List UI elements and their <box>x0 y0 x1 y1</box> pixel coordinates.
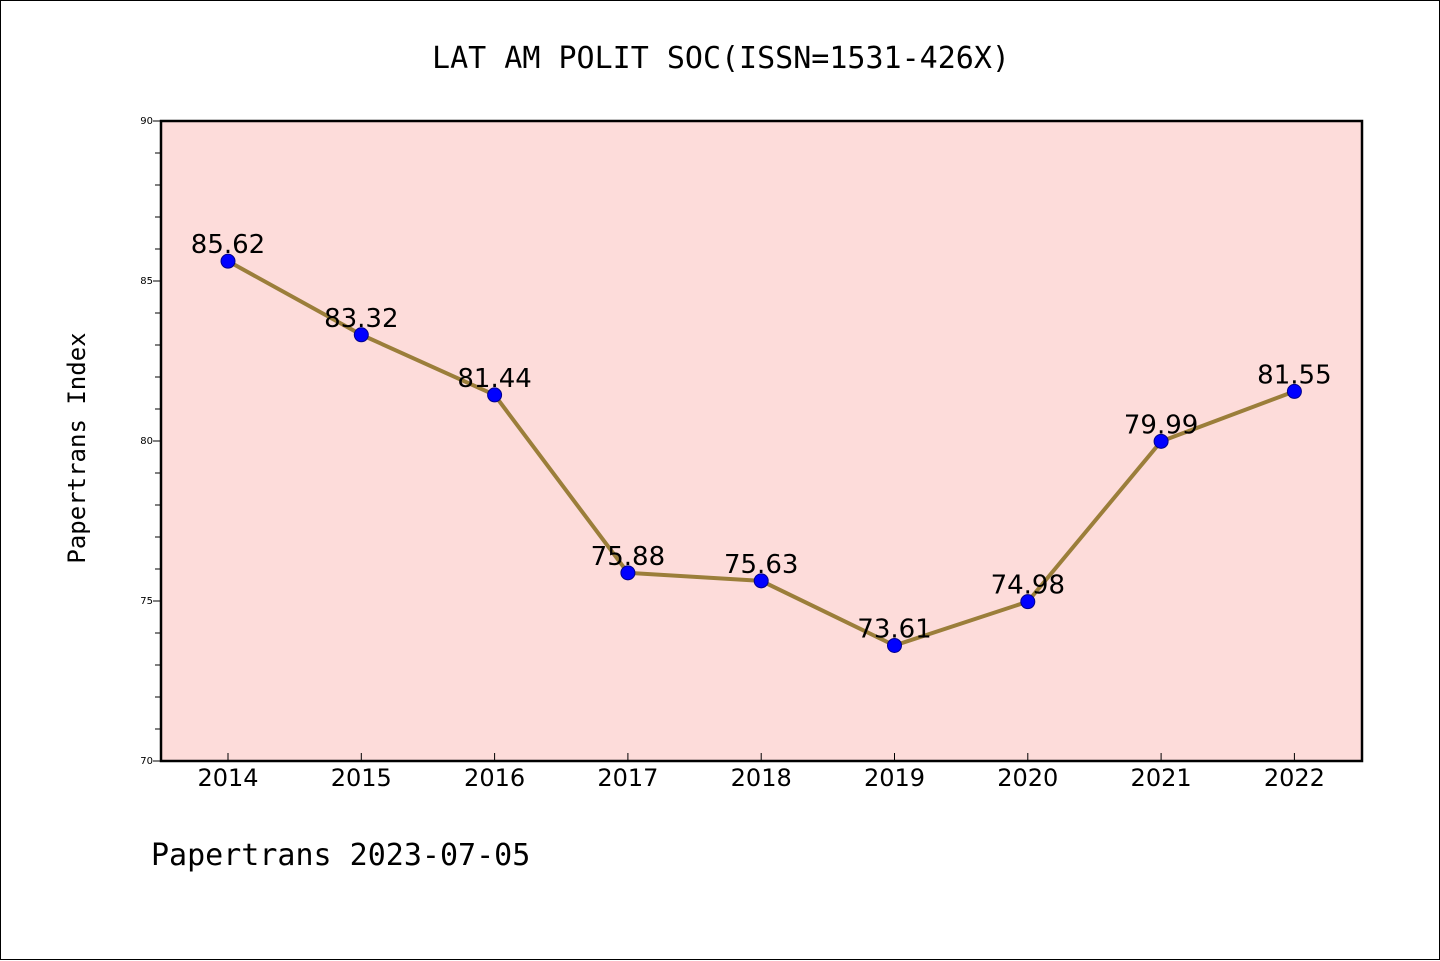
x-tick-label: 2015 <box>331 764 392 792</box>
footer-text: Papertrans 2023-07-05 <box>151 838 530 873</box>
x-tick-label: 2019 <box>864 764 925 792</box>
data-label: 81.55 <box>1257 360 1331 390</box>
data-point <box>353 327 369 343</box>
x-tick-label: 2016 <box>464 764 525 792</box>
data-label: 83.32 <box>324 304 398 334</box>
data-label: 81.44 <box>457 364 531 394</box>
x-tick-label: 2014 <box>197 764 258 792</box>
y-axis: 70 75 80 85 90 <box>140 116 161 767</box>
data-label: 79.99 <box>1124 410 1198 440</box>
plot-area <box>159 119 1364 763</box>
series-group <box>220 253 1302 653</box>
data-labels: 85.62 83.32 81.44 75.88 75.63 73.61 74.98 79.99… <box>191 230 1332 644</box>
data-point <box>1286 383 1302 399</box>
x-axis: 2014 2015 2016 2017 2018 2019 2020 2021 2022 <box>197 753 1325 792</box>
x-tick-label: 2020 <box>997 764 1058 792</box>
data-point <box>620 565 636 581</box>
data-point <box>220 253 236 269</box>
x-tick-label: 2018 <box>731 764 792 792</box>
data-label: 74.98 <box>991 571 1065 601</box>
data-label: 85.62 <box>191 230 265 260</box>
data-label: 75.63 <box>724 550 798 580</box>
data-point <box>1153 433 1169 449</box>
data-label: 73.61 <box>857 614 931 644</box>
y-tick-label: 85 <box>140 276 153 287</box>
data-point <box>487 387 503 403</box>
y-tick-label: 90 <box>140 116 153 127</box>
data-point <box>753 573 769 589</box>
y-axis-label: Papertrans Index <box>63 332 91 563</box>
y-tick-label: 70 <box>140 756 153 767</box>
x-tick-label: 2017 <box>597 764 658 792</box>
data-point <box>887 637 902 653</box>
x-tick-label: 2022 <box>1264 764 1325 792</box>
data-label: 75.88 <box>591 542 665 572</box>
y-tick-label: 75 <box>140 596 153 607</box>
data-point <box>1020 594 1036 610</box>
x-tick-label: 2021 <box>1131 764 1192 792</box>
chart-title: LAT AM POLIT SOC(ISSN=1531-426X) <box>432 41 1010 76</box>
y-tick-label: 80 <box>140 436 153 447</box>
